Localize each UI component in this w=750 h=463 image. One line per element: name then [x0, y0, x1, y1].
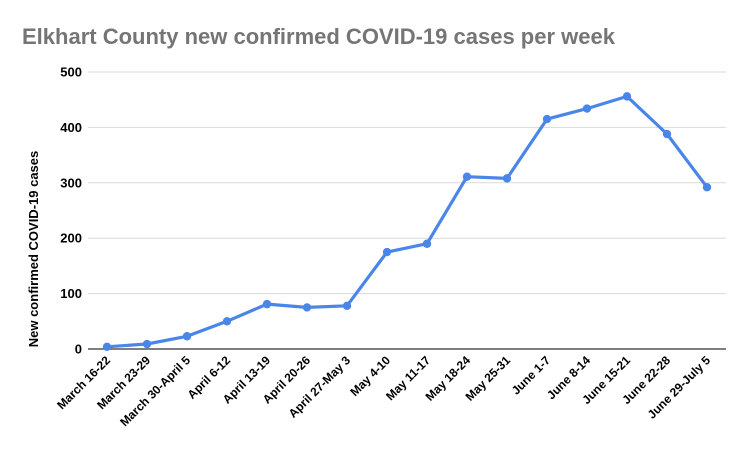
y-axis-label: New confirmed COVID-19 cases	[26, 151, 41, 348]
y-tick-label: 100	[60, 286, 82, 301]
data-point	[542, 114, 552, 124]
data-point	[462, 172, 472, 181]
data-point	[142, 339, 152, 349]
data-point	[662, 129, 672, 139]
y-axis-ticks: 0 100 200 300 400 500	[60, 65, 82, 357]
data-point	[182, 332, 192, 341]
data-point	[502, 174, 512, 183]
series-layer	[102, 92, 712, 351]
chart-title: Elkhart County new confirmed COVID-19 ca…	[22, 24, 616, 49]
data-point	[222, 317, 232, 326]
y-tick-label: 300	[60, 175, 82, 190]
data-point	[422, 239, 432, 248]
data-point	[102, 342, 112, 351]
data-point	[622, 92, 632, 101]
y-tick-label: 400	[60, 120, 82, 135]
data-point	[262, 299, 272, 309]
series-line	[105, 94, 709, 349]
data-point	[382, 247, 392, 257]
data-point	[302, 303, 312, 312]
y-tick-label: 500	[60, 65, 82, 80]
x-tick-label: March 30-April 5	[117, 353, 193, 429]
data-point	[582, 104, 592, 113]
data-point	[702, 183, 712, 192]
gridlines	[88, 71, 726, 350]
data-point	[342, 301, 352, 310]
y-tick-label: 200	[60, 231, 82, 246]
y-tick-label: 0	[75, 342, 82, 357]
